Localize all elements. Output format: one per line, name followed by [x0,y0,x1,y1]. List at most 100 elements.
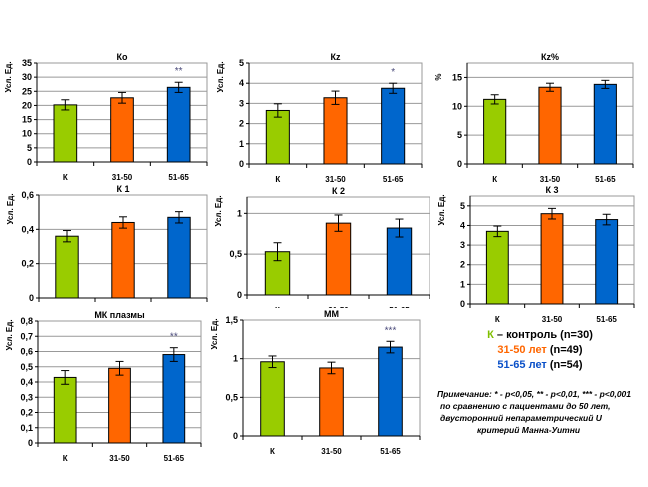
y-tick-label: 2 [239,119,244,129]
legend-marker: К [487,329,494,341]
chart-title: Ко [117,52,128,62]
y-tick-label: 0,1 [20,423,33,433]
y-tick-label: 0,6 [21,190,34,200]
legend-item-control: К – контроль (n=30) [440,328,640,343]
y-tick-label: 1,5 [225,315,238,325]
note-line: Примечание: * - p<0,05, ** - p<0,01, ***… [437,389,632,399]
y-tick-label: 0,5 [20,362,33,372]
x-tick-label: К [270,447,275,456]
y-tick-label: 1 [239,139,244,149]
y-axis-label: Усл. Ед. [4,61,13,92]
x-tick-label: 31-50 [112,173,133,182]
bar [538,86,562,165]
y-tick-label: 30 [22,72,32,82]
chart-kz-percent-svg: 0 5 10 15 К 31-50 51-65 Кz%% [434,52,634,184]
significance-marker: * [391,67,395,78]
y-tick-label: 0 [233,431,238,441]
x-tick-label: 31-50 [542,315,563,324]
y-tick-label: 0 [29,293,34,303]
x-tick-label: 51-65 [383,175,404,184]
x-tick-label: 51-65 [380,447,401,456]
y-tick-label: 1 [237,208,242,218]
bar [595,219,619,305]
y-tick-label: 5 [239,58,244,68]
x-tick-label: К [63,454,68,463]
chart-mk-plasma: 0 0,1 0,2 0,3 0,4 0,5 0,6 0,7 0,8 К 31-50 51-65 ** МК… [0,308,220,468]
significance-marker: ** [175,66,183,77]
y-tick-label: 0 [237,290,242,300]
x-tick-label: 51-65 [596,315,617,324]
y-tick-label: 4 [460,220,465,230]
bar [593,83,617,165]
legend-marker: 31-50 лет [497,344,547,356]
bar [483,98,507,165]
y-tick-label: 0,4 [21,224,34,234]
y-tick-label: 35 [22,58,32,68]
x-tick-label: 31-50 [109,454,130,463]
bar [166,86,191,163]
chart-kz-svg: 0 1 2 3 4 5 К 31-50 51-65 * Кz Усл. Ед. [216,52,423,184]
y-tick-label: 2 [460,260,465,270]
y-axis-label: % [434,73,443,80]
chart-k3-svg: 0 1 2 3 4 5 К 31-50 51-65 К 3 Усл. Ед. [437,185,635,324]
chart-title: Кz [331,52,341,62]
bar [260,361,285,437]
y-axis-label: Усл. Ед. [6,193,15,224]
bar [108,367,131,444]
y-tick-label: 0 [457,159,462,169]
bar [325,222,352,296]
chart-title: ММ [324,309,339,319]
chart-kz: 0 1 2 3 4 5 К 31-50 51-65 * Кz Усл. Ед. [216,50,430,184]
y-tick-label: 0,5 [229,249,242,259]
x-tick-label: 51-65 [595,175,616,184]
x-tick-label: К [275,175,280,184]
chart-mm-svg: 0 0,5 1 1,5 К 31-50 51-65 *** ММ Усл. Ед. [210,309,421,456]
legend-text: – контроль (n=30) [493,329,593,341]
x-tick-label: 31-50 [321,447,342,456]
bar [323,97,348,165]
y-tick-label: 20 [22,100,32,110]
x-tick-label: К [492,175,497,184]
legend-text: (n=54) [546,359,583,371]
note-line: по сравнению с пациентами до 50 лет, [440,401,611,411]
y-tick-label: 3 [239,98,244,108]
chart-title: К 3 [546,185,559,195]
y-tick-label: 5 [27,143,32,153]
chart-k3: 0 1 2 3 4 5 К 31-50 51-65 К 3 Усл. Ед. [430,184,648,324]
chart-mm: 0 0,5 1 1,5 К 31-50 51-65 *** ММ Усл. Ед. [210,308,430,468]
y-tick-label: 5 [457,130,462,140]
x-tick-label: К [495,315,500,324]
y-tick-label: 0,8 [20,316,33,326]
bar [485,230,509,305]
y-tick-label: 10 [452,101,462,111]
y-tick-label: 3 [460,240,465,250]
significance-marker: ** [170,332,178,343]
bar [540,213,564,305]
y-tick-label: 0,4 [20,377,33,387]
significance-marker: *** [385,325,397,336]
y-tick-label: 0,6 [20,347,33,357]
y-tick-label: 0,2 [20,408,33,418]
y-tick-label: 0 [27,157,32,167]
x-tick-label: 51-65 [164,454,185,463]
y-tick-label: 0,5 [225,392,238,402]
chart-title: МК плазмы [94,310,145,320]
y-tick-label: 1 [233,354,238,364]
y-tick-label: 1 [460,279,465,289]
chart-mk-plasma-svg: 0 0,1 0,2 0,3 0,4 0,5 0,6 0,7 0,8 К 31-50 51-65 ** МК… [5,310,202,463]
bar [265,109,290,165]
y-tick-label: 15 [452,72,462,82]
y-tick-label: 0 [239,159,244,169]
bar [386,227,413,296]
y-axis-label: Усл. Ед. [216,61,225,92]
chart-kz-percent: 0 5 10 15 К 31-50 51-65 Кz%% [430,50,648,184]
y-tick-label: 15 [22,115,32,125]
legend-item-51-65: 51-65 лет (n=54) [440,358,640,373]
y-tick-label: 0,3 [20,392,33,402]
x-tick-label: 51-65 [168,173,189,182]
y-axis-label: Усл. Ед. [210,318,219,349]
